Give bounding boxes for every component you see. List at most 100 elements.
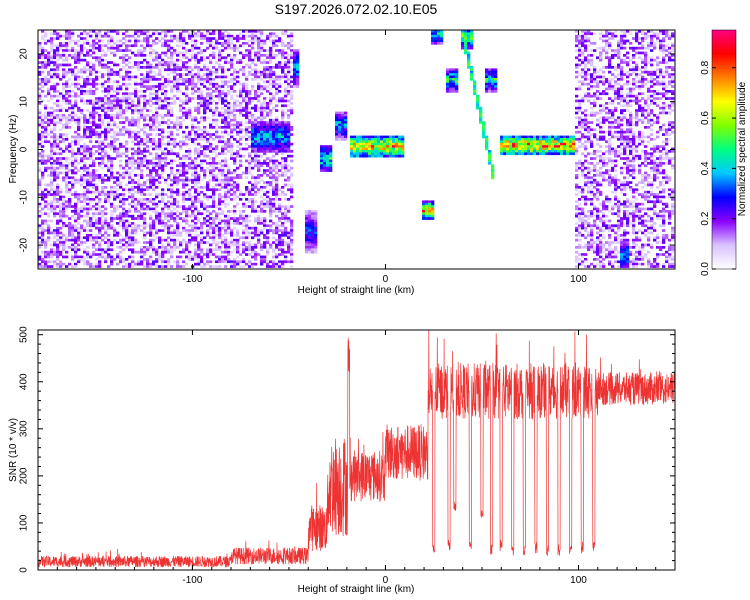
spectrogram-cell (134, 94, 138, 98)
spectrogram-cell (206, 56, 210, 60)
spectrogram-cell (251, 61, 255, 64)
spectrogram-cell (38, 73, 42, 76)
spectrogram-cell (170, 166, 174, 170)
spectrogram-cell (629, 169, 633, 172)
spectrogram-cell (215, 39, 219, 43)
spectrogram-cell (41, 123, 45, 127)
spectrogram-cell (371, 150, 375, 153)
spectrogram-cell (236, 58, 240, 62)
spectrogram-cell (155, 102, 159, 105)
spectrogram-cell (671, 157, 675, 160)
spectrogram-cell (143, 32, 147, 36)
spectrogram-cell (200, 78, 204, 81)
spectrogram-cell (260, 130, 264, 134)
spectrogram-cell (110, 142, 114, 146)
spectrogram-cell (263, 150, 267, 153)
spectrogram-cell (263, 169, 267, 172)
spectrogram-cell (197, 68, 201, 72)
spectrogram-cell (668, 176, 672, 180)
spectrogram-cell (80, 135, 84, 139)
spectrogram-cell (185, 178, 189, 182)
spectrogram-cell (74, 166, 78, 170)
spectrogram-cell (128, 56, 132, 60)
spectrogram-cell (614, 121, 618, 124)
spectrogram-cell (527, 140, 531, 144)
spectrogram-cell (206, 92, 210, 96)
spectrogram-cell (137, 118, 141, 122)
spectrogram-cell (632, 68, 636, 72)
spectrogram-cell (491, 176, 495, 180)
spectrogram-cell (506, 135, 510, 139)
spectrogram-cell (53, 90, 57, 93)
spectrogram-cell (215, 90, 219, 93)
spectrogram-cell (614, 75, 618, 79)
spectrogram-cell (578, 123, 582, 127)
spectrogram-cell (155, 54, 159, 57)
spectrogram-cell (212, 138, 216, 141)
spectrogram-cell (230, 176, 234, 180)
spectrogram-cell (539, 147, 543, 151)
spectrogram-cell (629, 181, 633, 184)
spectrogram-cell (65, 80, 69, 84)
spectrogram-cell (254, 92, 258, 96)
spectrogram-cell (275, 178, 279, 182)
spectrogram-cell (233, 126, 237, 129)
spectrogram-cell (632, 94, 636, 98)
spectrogram-cell (257, 135, 261, 139)
spectrogram-cell (230, 111, 234, 115)
spectrogram-cell (605, 150, 609, 153)
spectrogram-cell (89, 61, 93, 64)
spectrogram-cell (338, 118, 342, 122)
spectrogram-cell (146, 30, 150, 33)
spectrogram-cell (152, 140, 156, 144)
spectrogram-cell (182, 166, 186, 170)
spectrogram-cell (212, 133, 216, 136)
spectrogram-cell (200, 133, 204, 136)
spectrogram-cell (119, 145, 123, 148)
spectrogram-cell (221, 159, 225, 163)
spectrogram-cell (53, 54, 57, 57)
spectrogram-cell (167, 49, 171, 52)
spectrogram-cell (137, 39, 141, 43)
spectrogram-cell (620, 111, 624, 115)
spectrogram-cell (86, 147, 90, 151)
spectrogram-cell (92, 169, 96, 172)
spectrogram-cell (161, 104, 165, 108)
spectrogram-cell (491, 78, 495, 81)
spectrogram-cell (260, 78, 264, 81)
spectrogram-cell (599, 32, 603, 36)
spectrogram-cell (128, 176, 132, 180)
spectrogram-cell (71, 49, 75, 52)
spectrogram-cell (227, 46, 231, 50)
spectrogram-cell (104, 138, 108, 141)
spectrogram-cell (140, 111, 144, 115)
spectrogram-cell (386, 152, 390, 156)
spectrogram-cell (65, 159, 69, 163)
spectrogram-cell (197, 178, 201, 182)
spectrogram-cell (218, 85, 222, 88)
spectrogram-cell (575, 106, 579, 110)
spectrogram-cell (644, 46, 648, 50)
spectrogram-cell (65, 121, 69, 124)
spectrogram-cell (137, 94, 141, 98)
spectrogram-cell (68, 92, 72, 96)
spectrogram-cell (95, 75, 99, 79)
spectrogram-cell (653, 102, 657, 105)
spectrogram-cell (359, 145, 363, 148)
spectrogram-cells (38, 30, 675, 268)
spectrogram-cell (167, 63, 171, 67)
spectrogram-cell (500, 138, 504, 141)
spectrogram-cell (263, 104, 267, 108)
spectrogram-cell (500, 150, 504, 153)
spectrogram-cell (629, 94, 633, 98)
spectrogram-cell (128, 118, 132, 122)
spectrogram-cell (344, 118, 348, 122)
spectrogram-cell (173, 68, 177, 72)
spectrogram-cell (548, 138, 552, 141)
spectrogram-cell (599, 126, 603, 129)
spectrogram-cell (638, 56, 642, 60)
spectrogram-cell (38, 166, 42, 170)
spectrogram-cell (668, 75, 672, 79)
spectrogram-cell (209, 58, 213, 62)
spectrogram-cell (626, 70, 630, 74)
